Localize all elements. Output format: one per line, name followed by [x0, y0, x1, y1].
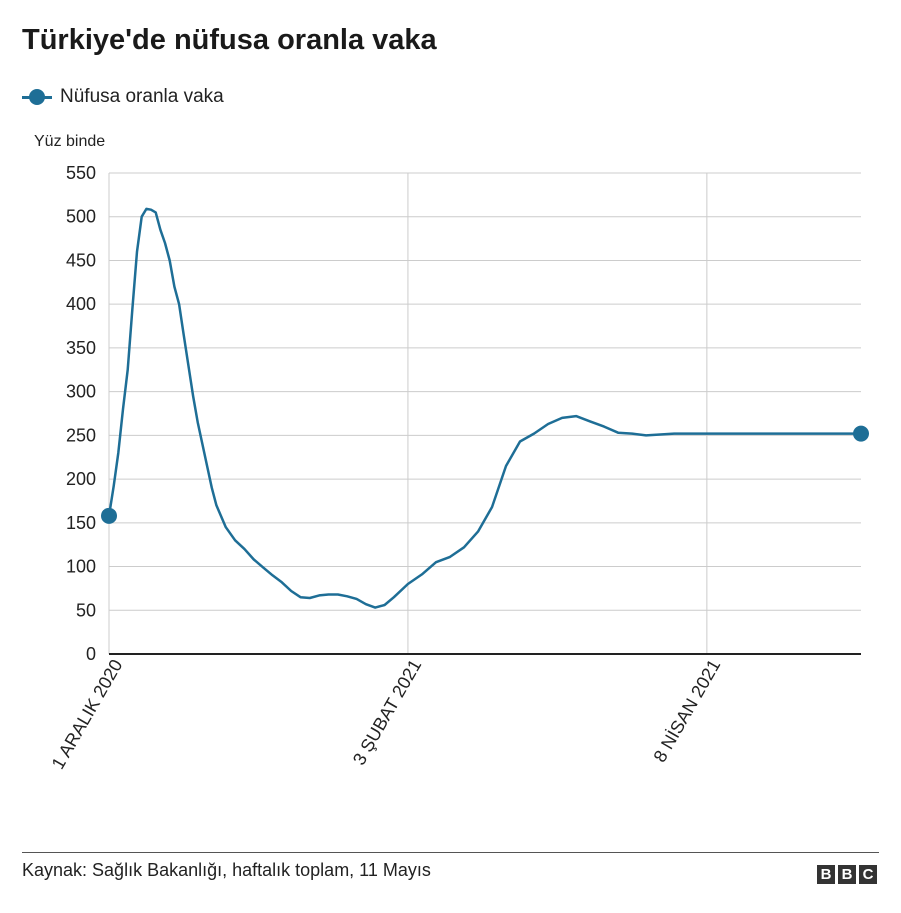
source-note: Kaynak: Sağlık Bakanlığı, haftalık topla…	[22, 860, 431, 880]
x-tick-label: 1 ARALIK 2020	[48, 656, 127, 773]
y-tick-label: 50	[76, 600, 96, 620]
x-tick-label: 8 NİSAN 2021	[649, 656, 724, 766]
y-tick-label: 300	[66, 382, 96, 402]
y-tick-label: 150	[66, 513, 96, 533]
legend-label: Nüfusa oranla vaka	[60, 86, 224, 107]
y-tick-label: 250	[66, 425, 96, 445]
legend-dot	[29, 89, 45, 105]
y-tick-label: 450	[66, 250, 96, 270]
bbc-logo: B B C	[817, 865, 877, 884]
series-end-point	[853, 425, 869, 442]
y-axis-unit-label: Yüz binde	[34, 133, 106, 150]
chart-title: Türkiye'de nüfusa oranla vaka	[22, 24, 437, 56]
bbc-logo-letter: B	[817, 865, 835, 884]
x-tick-label: 3 ŞUBAT 2021	[349, 656, 426, 769]
series-line	[107, 207, 863, 609]
bbc-logo-letter: B	[838, 865, 856, 884]
y-tick-label: 350	[66, 338, 96, 358]
y-tick-label: 0	[86, 644, 96, 664]
bbc-logo-letter: C	[859, 865, 877, 884]
legend: Nüfusa oranla vaka	[22, 86, 224, 108]
series-start-point	[101, 507, 117, 524]
y-tick-label: 100	[66, 557, 96, 577]
footer-divider	[22, 852, 879, 853]
y-tick-label: 500	[66, 207, 96, 227]
y-tick-label: 200	[66, 469, 96, 489]
y-tick-label: 400	[66, 294, 96, 314]
legend-marker-icon	[22, 87, 52, 107]
y-tick-label: 550	[66, 163, 96, 183]
